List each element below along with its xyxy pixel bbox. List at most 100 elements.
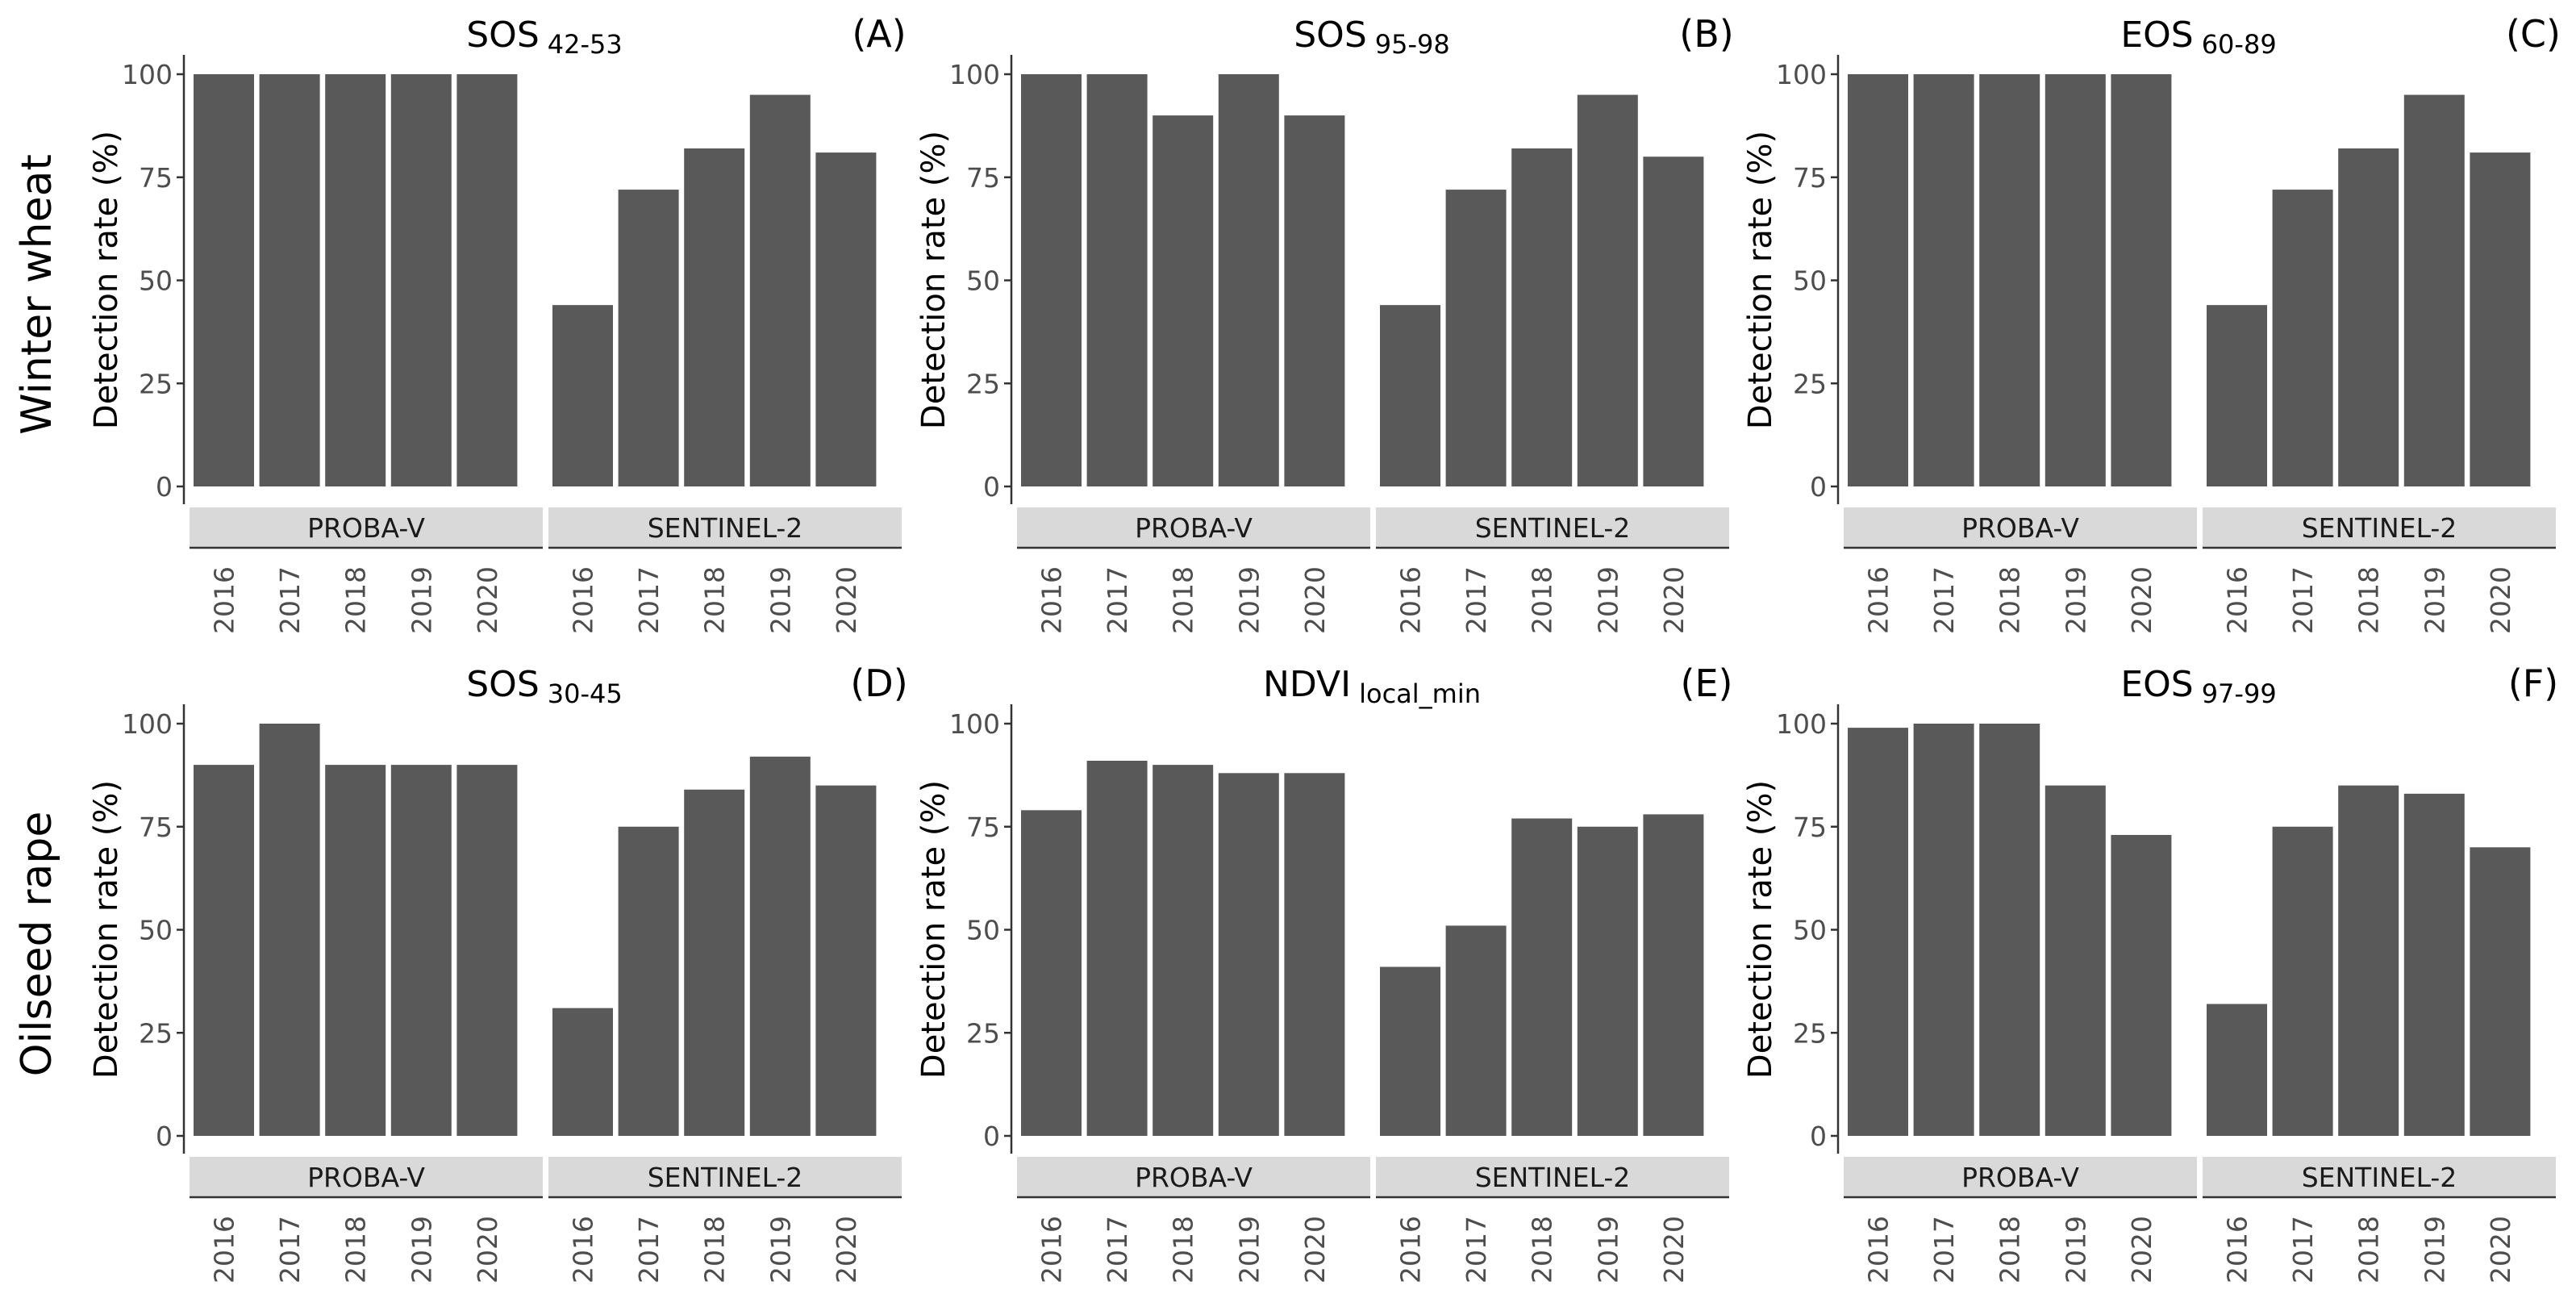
y-tick-label: 50 — [1793, 265, 1827, 297]
y-tick-label: 50 — [966, 265, 1000, 297]
bar-sentinel-2-2019 — [2403, 793, 2465, 1136]
x-tick-label: 2019 — [406, 1216, 437, 1284]
x-tick-label: 2020 — [1658, 1216, 1690, 1284]
bar-sentinel-2-2017 — [2272, 826, 2333, 1136]
bar-sentinel-2-2016 — [552, 1008, 613, 1136]
panel-title-subscript: 30-45 — [548, 678, 623, 709]
y-tick-label: 25 — [1793, 368, 1827, 399]
panel-title: NDVI local_min — [1263, 664, 1481, 709]
x-tick-label: 2017 — [1461, 566, 1492, 634]
facet-strip — [2203, 1157, 2556, 1197]
facet-strip-label: SENTINEL-2 — [2302, 1162, 2457, 1193]
y-axis-label: Detection rate (%) — [915, 780, 952, 1079]
bar-sentinel-2-2016 — [552, 305, 613, 486]
facet-strip-label: PROBA-V — [307, 1162, 425, 1193]
facet-proba-v: 2016 2017 2018 2019 2020 PROBA-V — [1844, 724, 2197, 1284]
panel-c: EOS 60-89 (C) Detection rate (%) 0 25 50 75 100 2… — [1742, 12, 2561, 634]
x-tick-label: 2016 — [1036, 1216, 1068, 1284]
bar-proba-v-2018 — [1979, 724, 2040, 1136]
facet-strip — [1844, 1157, 2197, 1197]
x-tick-label: 2016 — [2222, 1216, 2253, 1284]
bar-sentinel-2-2018 — [2338, 148, 2399, 487]
bar-proba-v-2018 — [325, 765, 386, 1136]
bar-proba-v-2018 — [1979, 74, 2040, 486]
bar-proba-v-2016 — [1848, 728, 1908, 1136]
y-tick-label: 25 — [966, 368, 1000, 399]
panel-title: EOS 97-99 — [2120, 664, 2276, 709]
bar-proba-v-2017 — [1086, 74, 1148, 486]
panel-title-main: SOS — [1294, 15, 1367, 56]
panel-title-subscript: 95-98 — [1375, 29, 1450, 60]
row-label-oilseed-rape: Oilseed rape — [13, 812, 61, 1077]
bar-sentinel-2-2019 — [1577, 826, 1638, 1136]
panel-d: SOS 30-45 (D) Detection rate (%) 0 25 50 75 100 2… — [88, 662, 908, 1284]
y-tick-label: 75 — [139, 162, 173, 194]
bar-proba-v-2020 — [2111, 834, 2172, 1136]
facet-strip-label: SENTINEL-2 — [1475, 512, 1631, 544]
panel-title-subscript: 42-53 — [548, 29, 623, 60]
x-tick-label: 2019 — [1233, 566, 1265, 634]
bar-sentinel-2-2019 — [2403, 94, 2465, 487]
facet-strip-label: SENTINEL-2 — [648, 512, 803, 544]
y-tick-label: 25 — [1793, 1017, 1827, 1049]
facet-strip — [1376, 507, 1729, 548]
bar-proba-v-2016 — [1021, 74, 1082, 486]
x-tick-label: 2017 — [1928, 1216, 1960, 1284]
x-tick-label: 2018 — [1995, 566, 2026, 634]
facet-proba-v: 2016 2017 2018 2019 2020 PROBA-V — [190, 74, 543, 634]
facet-proba-v: 2016 2017 2018 2019 2020 PROBA-V — [190, 724, 543, 1284]
y-tick-label: 0 — [156, 1121, 173, 1152]
bar-proba-v-2018 — [1153, 115, 1214, 486]
x-tick-label: 2018 — [340, 566, 372, 634]
y-tick-label: 25 — [966, 1017, 1000, 1049]
x-tick-label: 2018 — [1168, 566, 1199, 634]
y-axis-label: Detection rate (%) — [1742, 131, 1779, 429]
bar-proba-v-2019 — [390, 74, 452, 486]
bar-sentinel-2-2017 — [618, 190, 679, 486]
facet-strip-label: SENTINEL-2 — [648, 1162, 803, 1193]
bar-sentinel-2-2020 — [1643, 157, 1704, 486]
x-tick-label: 2017 — [2287, 566, 2319, 634]
bar-sentinel-2-2017 — [1445, 925, 1507, 1136]
facet-strip-label: PROBA-V — [1135, 512, 1253, 544]
x-tick-label: 2016 — [1395, 1216, 1427, 1284]
bar-sentinel-2-2020 — [815, 152, 877, 486]
facet-strip — [1017, 1157, 1370, 1197]
panel-title: SOS 42-53 — [466, 15, 622, 60]
bar-sentinel-2-2017 — [1445, 190, 1507, 486]
x-tick-label: 2017 — [2287, 1216, 2319, 1284]
bar-sentinel-2-2018 — [684, 789, 745, 1136]
panel-e: NDVI local_min (E) Detection rate (%) 0 25 50 7… — [915, 662, 1732, 1284]
panel-title-main: SOS — [466, 664, 540, 705]
facet-strip-label: PROBA-V — [1135, 1162, 1253, 1193]
x-tick-label: 2017 — [1102, 1216, 1133, 1284]
y-tick-label: 0 — [1810, 471, 1827, 503]
x-tick-label: 2020 — [2126, 566, 2157, 634]
x-tick-label: 2020 — [2485, 566, 2516, 634]
panel-title-subscript: 60-89 — [2202, 29, 2277, 60]
bar-proba-v-2016 — [1021, 810, 1082, 1136]
bar-sentinel-2-2017 — [618, 826, 679, 1136]
x-tick-label: 2019 — [406, 566, 437, 634]
panel-tag: (A) — [852, 12, 906, 56]
chart-panels: SOS 42-53 (A) Detection rate (%) 0 25 50 75 100 2… — [88, 12, 2561, 1284]
y-tick-label: 75 — [1793, 812, 1827, 843]
y-axis-label: Detection rate (%) — [88, 131, 125, 429]
y-tick-label: 25 — [139, 1017, 173, 1049]
facet-strip-label: SENTINEL-2 — [1475, 1162, 1631, 1193]
facet-strip-label: PROBA-V — [1961, 1162, 2079, 1193]
x-tick-label: 2016 — [568, 566, 599, 634]
facet-proba-v: 2016 2017 2018 2019 2020 PROBA-V — [1017, 760, 1370, 1284]
y-tick-label: 25 — [139, 368, 173, 399]
x-tick-label: 2020 — [472, 1216, 503, 1284]
y-tick-label: 75 — [966, 162, 1000, 194]
panel-a: SOS 42-53 (A) Detection rate (%) 0 25 50 75 100 2… — [88, 12, 907, 634]
x-tick-label: 2018 — [2353, 1216, 2385, 1284]
panel-tag: (F) — [2508, 662, 2558, 705]
bar-sentinel-2-2019 — [749, 94, 811, 487]
panel-title-main: EOS — [2120, 15, 2193, 56]
bar-sentinel-2-2016 — [1380, 966, 1440, 1136]
y-axis-label: Detection rate (%) — [88, 780, 125, 1079]
facet-sentinel-2: 2016 2017 2018 2019 2020 SENTINEL-2 — [2203, 785, 2556, 1284]
bar-sentinel-2-2018 — [2338, 785, 2399, 1136]
